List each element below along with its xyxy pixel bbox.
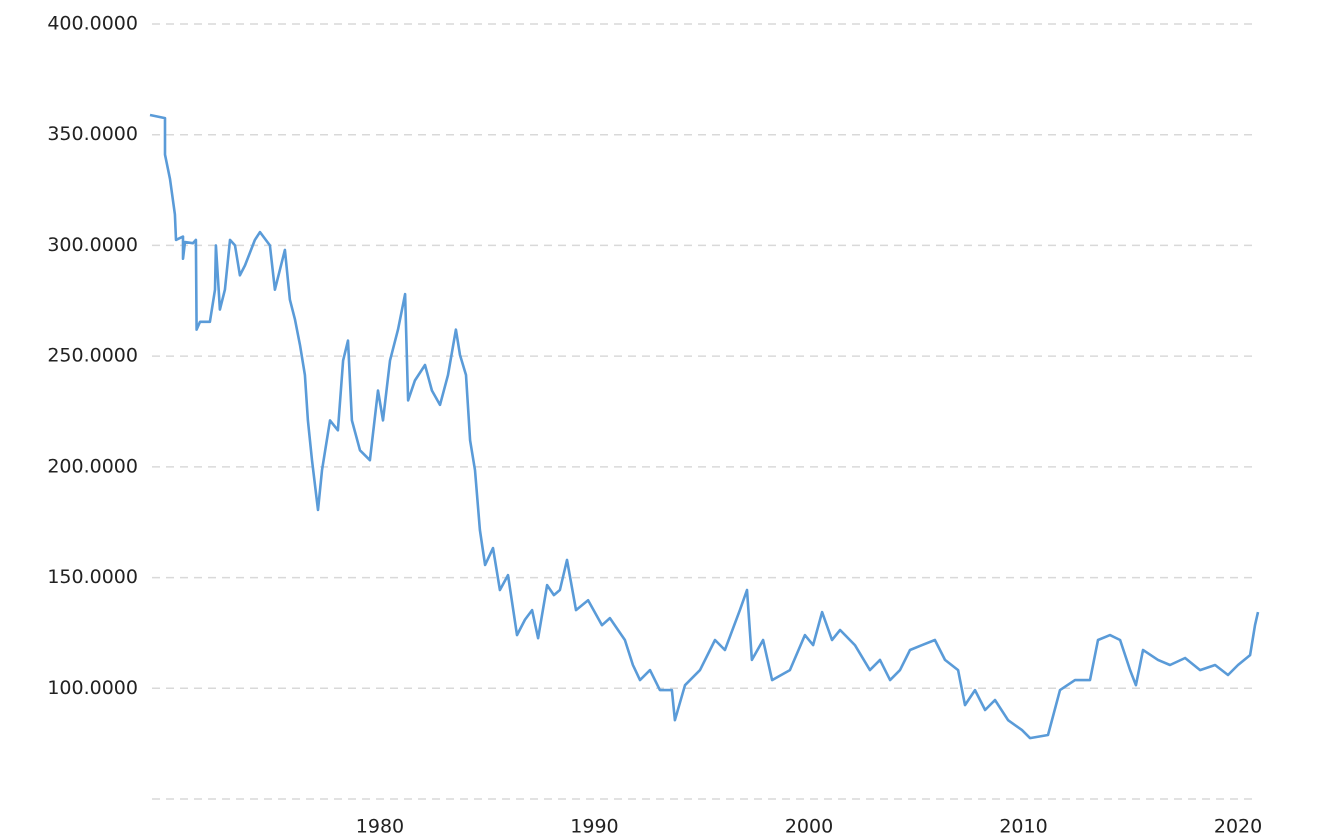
y-tick-label: 400.0000 [47,13,138,35]
x-tick-label: 2020 [1214,816,1262,838]
y-tick-label: 100.0000 [47,677,138,699]
x-tick-label: 1990 [570,816,618,838]
x-tick-label: 1980 [356,816,404,838]
y-tick-label: 150.0000 [47,566,138,588]
y-tick-label: 300.0000 [47,234,138,256]
y-tick-label: 350.0000 [47,123,138,145]
line-series [149,113,1260,740]
x-tick-label: 2000 [785,816,833,838]
y-tick-label: 200.0000 [47,455,138,477]
x-tick-label: 2010 [999,816,1047,838]
y-tick-label: 250.0000 [47,345,138,367]
